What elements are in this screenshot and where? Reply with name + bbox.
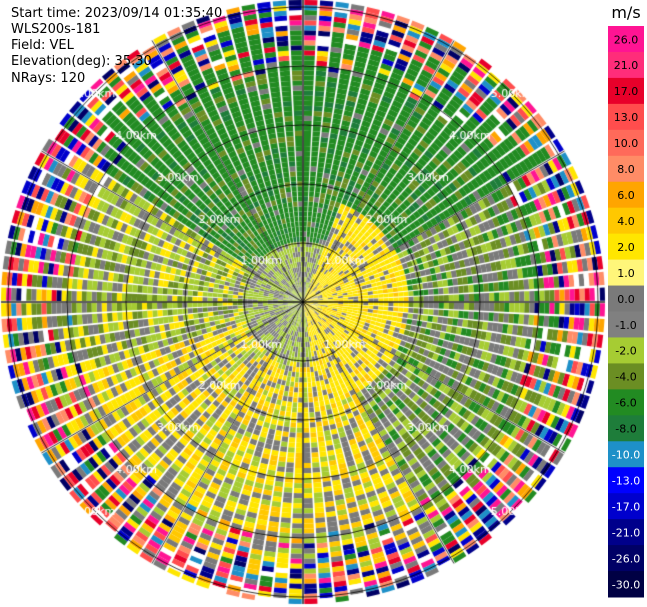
velocity-colorbar: m/s 26.0 21.0 17.0 13.0 10.0 8.0 6.0 4.0 2.0 1.0 0.… [608,3,644,598]
colorbar-swatch [608,259,644,287]
colorbar-tick-label: 10.0 [614,137,639,150]
colorbar-tick-label: 26.0 [614,33,639,46]
nrays-label: NRays: 120 [11,71,86,86]
colorbar-tick-label: -1.0 [615,319,636,332]
colorbar-swatch [608,285,644,312]
instrument-label: WLS200s-181 [11,22,101,37]
colorbar-swatch [608,233,644,261]
colorbar-swatch [608,415,644,442]
colorbar-tick-label: -6.0 [615,397,636,410]
colorbar-swatch [608,467,644,494]
colorbar-swatch [608,441,644,468]
colorbar-tick-label: 13.0 [614,111,639,124]
colorbar-tick-label: 4.0 [617,215,635,228]
colorbar-tick-label: 6.0 [617,189,635,202]
colorbar-tick-label: -26.0 [612,552,640,565]
colorbar-swatch [608,389,644,416]
radar-ppi-plot [0,0,610,607]
start-time-label: Start time: 2023/09/14 01:35:40 [11,6,223,21]
colorbar-swatch [608,77,644,105]
colorbar-swatch [608,337,644,364]
field-label: Field: VEL [11,38,74,53]
colorbar-tick-label: 8.0 [617,163,635,176]
colorbar-tick-label: 1.0 [617,267,635,280]
colorbar-swatch [608,181,644,209]
colorbar-tick-label: -10.0 [612,449,640,462]
colorbar-tick-label: -17.0 [612,500,640,513]
colorbar-tick-label: 17.0 [614,85,639,98]
colorbar-swatch [608,519,644,546]
colorbar-tick-label: -4.0 [615,371,636,384]
colorbar-tick-label: 0.0 [617,293,635,306]
colorbar-swatch [608,155,644,183]
colorbar-swatch [608,311,644,338]
colorbar-tick-label: 2.0 [617,241,635,254]
colorbar-swatch [608,571,644,598]
colorbar-swatch [608,207,644,235]
colorbar-swatch [608,545,644,572]
colorbar-tick-label: -21.0 [612,526,640,539]
colorbar-unit-label: m/s [611,3,640,22]
colorbar-swatch [608,51,644,79]
colorbar-tick-label: 21.0 [614,59,639,72]
colorbar-tick-label: -13.0 [612,475,640,488]
colorbar-swatch [608,129,644,157]
colorbar-tick-label: -30.0 [612,578,640,591]
colorbar-swatch [608,103,644,131]
colorbar-swatch [608,26,644,53]
colorbar-tick-label: -8.0 [615,423,636,436]
elevation-label: Elevation(deg): 35.30 [11,54,152,69]
colorbar-swatch [608,493,644,520]
colorbar-tick-label: -2.0 [615,345,636,358]
colorbar-swatch [608,363,644,390]
